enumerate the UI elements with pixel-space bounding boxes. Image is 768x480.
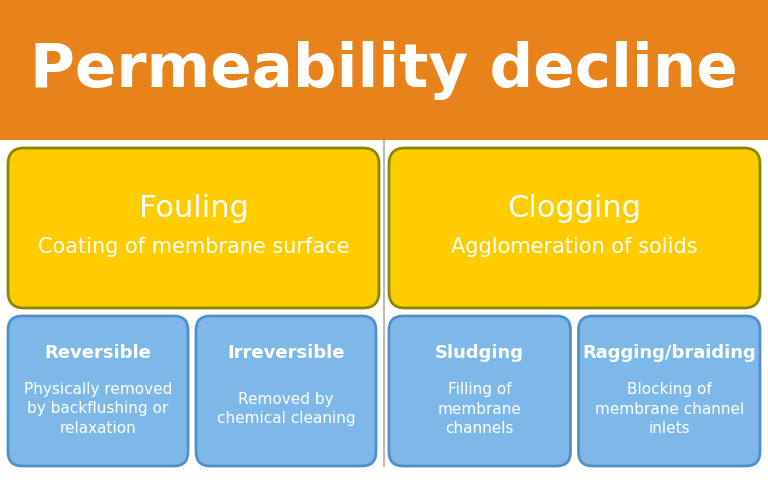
FancyBboxPatch shape bbox=[389, 316, 571, 466]
FancyBboxPatch shape bbox=[8, 316, 188, 466]
Text: Fouling: Fouling bbox=[138, 194, 248, 223]
Text: Removed by
chemical cleaning: Removed by chemical cleaning bbox=[217, 392, 356, 426]
FancyBboxPatch shape bbox=[389, 148, 760, 308]
Text: Blocking of
membrane channel
inlets: Blocking of membrane channel inlets bbox=[594, 382, 744, 436]
Bar bbox=[0, 140, 768, 480]
Text: Irreversible: Irreversible bbox=[227, 345, 345, 362]
Text: Agglomeration of solids: Agglomeration of solids bbox=[451, 237, 698, 257]
Text: Ragging/braiding: Ragging/braiding bbox=[582, 345, 756, 362]
Text: Coating of membrane surface: Coating of membrane surface bbox=[38, 237, 349, 257]
FancyBboxPatch shape bbox=[8, 148, 379, 308]
FancyBboxPatch shape bbox=[196, 316, 376, 466]
Text: Reversible: Reversible bbox=[45, 345, 151, 362]
Bar bbox=[0, 0, 768, 140]
FancyBboxPatch shape bbox=[578, 316, 760, 466]
Text: Physically removed
by backflushing or
relaxation: Physically removed by backflushing or re… bbox=[24, 382, 172, 436]
Text: Sludging: Sludging bbox=[435, 345, 525, 362]
Text: Filling of
membrane
channels: Filling of membrane channels bbox=[438, 382, 521, 436]
Text: Permeability decline: Permeability decline bbox=[30, 40, 738, 99]
Text: Clogging: Clogging bbox=[508, 194, 641, 223]
